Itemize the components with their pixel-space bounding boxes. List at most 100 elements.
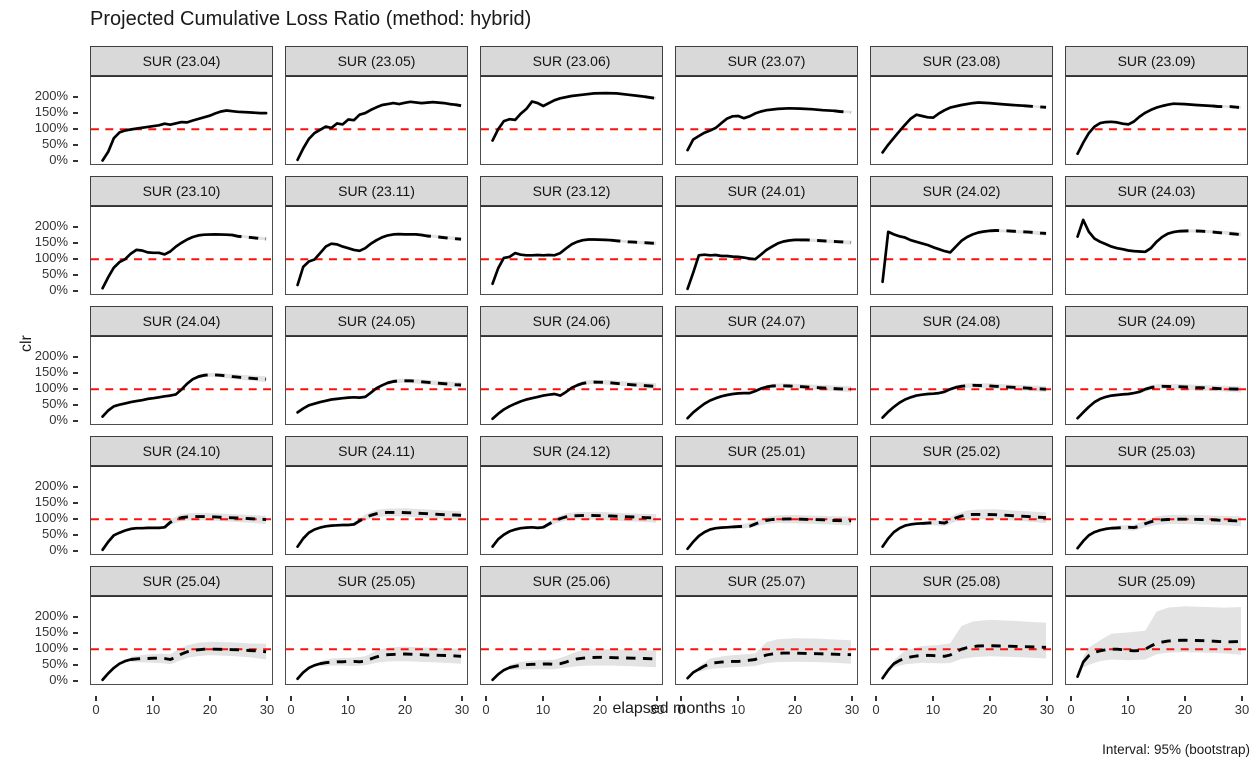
observed-line — [491, 91, 647, 142]
facet: SUR (24.09) — [1065, 306, 1248, 425]
y-tick-label: 150% — [34, 234, 68, 250]
facet-strip-label: SUR (23.11) — [338, 183, 415, 199]
facet-panel — [675, 336, 858, 425]
facet-panel — [285, 466, 468, 555]
ribbon-area — [130, 641, 267, 665]
facet: SUR (24.03) — [1065, 176, 1248, 295]
y-tick-label: 200% — [34, 347, 68, 363]
facet-strip-label: SUR (25.08) — [922, 573, 1001, 589]
y-tick-label: 100% — [34, 640, 68, 656]
projected-line — [1111, 517, 1242, 530]
observed-line — [686, 667, 701, 680]
facet-strip: SUR (25.03) — [1065, 436, 1248, 466]
facet-chart — [871, 619, 1052, 680]
facet: SUR (23.11) — [285, 176, 468, 295]
x-tick-mark — [1127, 696, 1129, 701]
facet-chart — [871, 101, 1052, 154]
projected-line — [644, 95, 657, 100]
facet-strip-label: SUR (24.04) — [142, 313, 221, 329]
observed-line — [881, 385, 958, 419]
y-tick-mark — [73, 128, 78, 131]
facet: SUR (25.03) — [1065, 436, 1248, 555]
facet-strip: SUR (25.07) — [675, 566, 858, 596]
observed-line — [101, 658, 133, 682]
facet-strip-label: SUR (24.03) — [1117, 183, 1196, 199]
x-tick-label: 20 — [982, 702, 998, 717]
facet-strip: SUR (25.04) — [90, 566, 273, 596]
y-tick-mark — [73, 258, 78, 261]
y-tick-label: 0% — [49, 412, 68, 428]
y-tick-label: 100% — [34, 250, 68, 266]
x-tick-mark — [347, 696, 349, 701]
x-tick-label: 30 — [844, 702, 860, 717]
observed-line — [881, 662, 896, 680]
y-tick-label: 0% — [49, 672, 68, 688]
y-tick-mark — [73, 632, 78, 635]
x-tick-mark — [599, 696, 601, 701]
facet-panel — [285, 76, 468, 165]
x-tick-label: 30 — [454, 702, 470, 717]
facet-strip: SUR (25.05) — [285, 566, 468, 596]
x-tick-mark — [932, 696, 934, 701]
y-axis-ticks: 200% 150% 100% 50% 0% — [0, 306, 78, 428]
y-tick-label: 150% — [34, 104, 68, 120]
x-tick-label: 30 — [1234, 702, 1250, 717]
facet-strip-label: SUR (25.01) — [727, 443, 806, 459]
facet-chart — [481, 91, 662, 142]
projected-line — [387, 379, 462, 387]
projected-line — [421, 233, 462, 241]
facet-panel — [90, 76, 273, 165]
projected-line — [1023, 104, 1047, 109]
x-tick-label: 0 — [872, 702, 880, 717]
facet-strip-label: SUR (25.07) — [727, 573, 806, 589]
facet-panel — [1065, 336, 1248, 425]
facet-panel — [285, 336, 468, 425]
facet: SUR (25.05) — [285, 566, 468, 685]
x-tick-mark — [485, 696, 487, 701]
facet-chart — [481, 511, 662, 548]
facet: SUR (24.07) — [675, 306, 858, 425]
x-tick-mark — [461, 696, 463, 701]
x-tick-mark — [851, 696, 853, 701]
observed-line — [101, 375, 200, 418]
facet-strip: SUR (24.10) — [90, 436, 273, 466]
facet: SUR (23.05) — [285, 46, 468, 165]
facet-strip: SUR (24.11) — [285, 436, 468, 466]
facet-strip-label: SUR (25.02) — [922, 443, 1001, 459]
observed-line — [491, 238, 613, 286]
facet-chart — [1066, 606, 1247, 678]
y-tick-mark — [73, 648, 78, 651]
projected-line — [130, 647, 267, 661]
facet-strip: SUR (24.07) — [675, 306, 858, 336]
facet-strip-label: SUR (24.06) — [532, 313, 611, 329]
ribbon-area — [1111, 514, 1242, 531]
projected-line — [319, 652, 462, 666]
facet-strip-label: SUR (24.01) — [727, 183, 806, 199]
facet-panel — [90, 466, 273, 555]
facet-chart — [676, 106, 857, 152]
y-tick-mark — [73, 518, 78, 521]
x-tick-label: 20 — [592, 702, 608, 717]
facet-strip-label: SUR (23.10) — [142, 183, 221, 199]
projected-line — [1144, 384, 1242, 391]
x-tick-mark — [794, 696, 796, 701]
y-tick-label: 50% — [41, 266, 68, 282]
facet-strip-label: SUR (24.08) — [922, 313, 1001, 329]
facet-strip-label: SUR (24.05) — [337, 313, 416, 329]
facet-chart — [676, 238, 857, 291]
projected-line — [198, 373, 267, 381]
observed-line — [686, 525, 735, 551]
observed-line — [686, 385, 768, 420]
facet-chart — [481, 238, 662, 286]
x-tick-label: 0 — [92, 702, 100, 717]
facet-panel — [870, 596, 1053, 685]
x-tick-label: 20 — [397, 702, 413, 717]
x-tick-mark — [209, 696, 211, 701]
y-tick-label: 0% — [49, 152, 68, 168]
observed-line — [1076, 218, 1181, 254]
projected-line — [509, 655, 657, 670]
x-tick-mark — [989, 696, 991, 701]
observed-line — [101, 109, 268, 162]
y-tick-label: 50% — [41, 396, 68, 412]
facet-chart — [91, 372, 272, 418]
